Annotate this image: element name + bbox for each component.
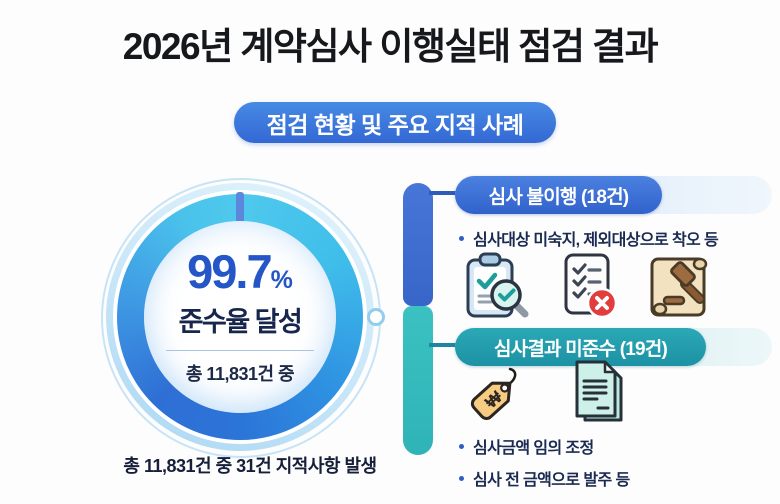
donut-divider — [166, 350, 314, 351]
section-2-bullets: 심사금액 임의 조정 심사 전 금액으로 발주 등 — [459, 434, 630, 490]
list-item: 심사 전 금액으로 발주 등 — [459, 466, 630, 490]
price-tag-icon: ₩ — [470, 367, 517, 420]
section-2-title: 심사결과 미준수 (19건) — [455, 328, 706, 366]
donut-label: 준수율 달성 — [178, 307, 303, 337]
checklist-error-icon — [564, 253, 618, 319]
bullet-dot — [459, 235, 464, 241]
percent-sign: % — [270, 266, 293, 294]
timeline-bar-teal — [403, 306, 433, 455]
donut-center: 99.7% 준수율 달성 총 11,831건 중 — [144, 221, 336, 413]
section-1-icons — [459, 249, 716, 323]
gavel-scroll-icon — [650, 257, 708, 317]
page-title: 2026년 계약심사 이행실태 점검 결과 — [122, 26, 659, 67]
donut-halo-marker — [367, 308, 385, 326]
donut-caption: 총 11,831건 중 31건 지적사항 발생 — [123, 456, 377, 476]
bullet-text: 심사금액 임의 조정 — [473, 440, 594, 457]
percent-value: 99.7% — [187, 245, 293, 298]
donut-remainder-tick — [236, 192, 244, 223]
list-item: 심사대상 미숙지, 제외대상으로 착오 등 — [459, 226, 719, 250]
bullet-text: 심사 전 금액으로 발주 등 — [473, 472, 630, 489]
timeline-bar-blue — [403, 183, 433, 306]
list-item: 심사금액 임의 조정 — [459, 434, 630, 458]
connector-section-1 — [429, 191, 457, 195]
section-badge: 점검 현황 및 주요 지적 사례 — [234, 102, 556, 143]
donut-total-note: 총 11,831건 중 — [185, 364, 295, 384]
connector-section-2 — [429, 343, 457, 347]
documents-icon — [575, 360, 623, 422]
clipboard-search-icon — [466, 252, 529, 318]
bullet-dot — [459, 443, 464, 449]
bullet-dot — [459, 475, 464, 481]
section-1-title: 심사 불이행 (18건) — [455, 176, 662, 214]
section-2-icons: ₩ — [461, 354, 633, 430]
bullet-text: 심사대상 미숙지, 제외대상으로 착오 등 — [473, 232, 719, 249]
